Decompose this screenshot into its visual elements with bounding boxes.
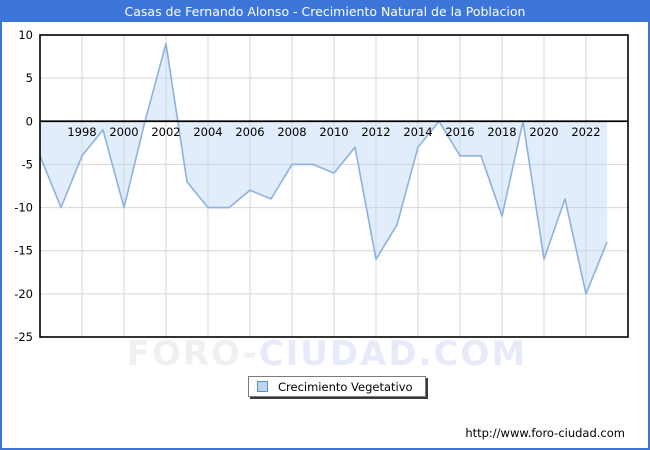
legend-label: Crecimiento Vegetativo: [278, 379, 413, 394]
y-tick-label: -20: [14, 287, 33, 301]
footer-url: http://www.foro-ciudad.com: [465, 426, 625, 440]
x-tick-label: 2012: [361, 125, 390, 139]
watermark-part2: CIUDAD.COM: [258, 334, 528, 374]
y-tick-label: 5: [26, 71, 33, 85]
x-tick-label: 1998: [67, 125, 96, 139]
watermark-part1: FORO-: [126, 334, 259, 374]
y-tick-label: 0: [26, 114, 33, 128]
x-tick-label: 2018: [487, 125, 516, 139]
legend-swatch-icon: [257, 381, 268, 392]
plot-border: [39, 34, 629, 338]
x-tick-label: 2020: [529, 125, 558, 139]
y-tick-label: -5: [22, 157, 33, 171]
y-tick-label: -15: [14, 244, 33, 258]
x-tick-label: 2016: [445, 125, 474, 139]
x-tick-label: 2022: [571, 125, 600, 139]
chart-title-bar: Casas de Fernando Alonso - Crecimiento N…: [2, 0, 648, 22]
x-tick-label: 2010: [319, 125, 348, 139]
x-tick-label: 2004: [193, 125, 222, 139]
chart-title: Casas de Fernando Alonso - Crecimiento N…: [124, 3, 526, 19]
x-tick-label: 2000: [109, 125, 138, 139]
x-tick-label: 2008: [277, 125, 306, 139]
x-tick-label: 2006: [235, 125, 264, 139]
data-line: [39, 42, 608, 295]
legend: Crecimiento Vegetativo: [248, 376, 426, 397]
y-tick-label: -10: [14, 201, 33, 215]
x-tick-label: 2002: [151, 125, 180, 139]
y-tick-label: -25: [14, 330, 33, 344]
x-tick-label: 2014: [403, 125, 432, 139]
watermark: FORO-CIUDAD.COM: [2, 334, 648, 374]
y-tick-label: 10: [18, 28, 33, 42]
